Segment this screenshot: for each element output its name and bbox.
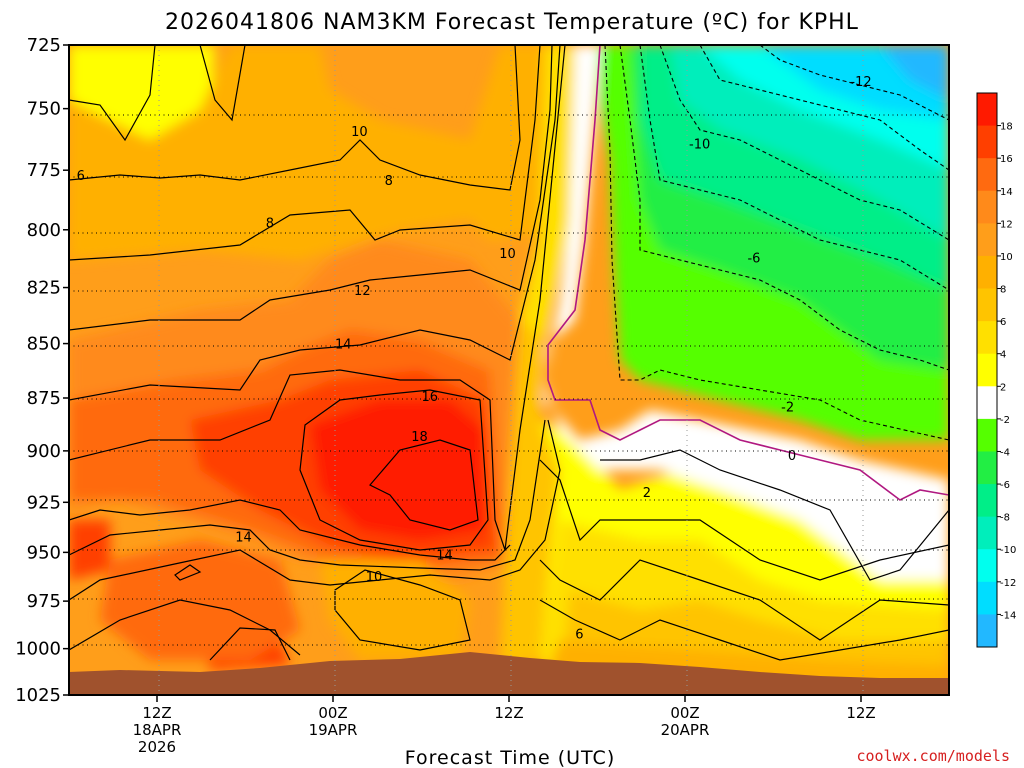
colorbar-swatch [977, 158, 997, 192]
colorbar-tick-label: -6 [1000, 480, 1010, 491]
colorbar-swatch [977, 125, 997, 159]
contour-label: 8 [266, 217, 274, 232]
y-tick-label: 975 [27, 591, 61, 612]
colorbar-swatch [977, 451, 997, 485]
contour-labels: 6 8 10 8 10 12 14 16 18 14 14 10 6 2 0 -2 -6 -10 -12 [77, 75, 872, 643]
contour-label: 16 [422, 390, 439, 405]
colorbar-tick-label: 12 [1000, 219, 1013, 230]
colorbar-swatch [977, 223, 997, 257]
y-tick-label: 900 [27, 441, 61, 462]
contour-label: 14 [436, 548, 453, 563]
colorbar-tick-label: 18 [1000, 122, 1013, 133]
x-tick-label: 20APR [661, 721, 710, 739]
colorbar-swatch [977, 549, 997, 583]
contour-label: 0 [788, 449, 796, 464]
colorbar-tick-label: 2 [1000, 382, 1006, 393]
x-tick-label: 12Z [494, 704, 523, 722]
colorbar-swatch [977, 93, 997, 127]
chart-title: 2026041806 NAM3KM Forecast Temperature (… [165, 10, 859, 35]
colorbar-frame [976, 92, 998, 648]
colorbar-swatch [977, 614, 997, 648]
colorbar-tick-label: -14 [1000, 610, 1016, 621]
x-tick-label: 00Z [318, 704, 347, 722]
colorbar-swatch [977, 190, 997, 224]
y-axis: 725 750 775 800 825 850 875 900 925 950 975 1000 102… [15, 35, 69, 706]
y-tick-label: 1000 [15, 639, 61, 660]
y-tick-label: 925 [27, 492, 61, 513]
colorbar-tick-label: -12 [1000, 578, 1016, 589]
colorbar-swatch [977, 255, 997, 290]
colorbar-tick-label: 14 [1000, 187, 1013, 198]
x-tick-label: 12Z [142, 704, 171, 722]
colorbar-swatch [977, 386, 997, 420]
x-tick-label: 19APR [309, 721, 358, 739]
colorbar-swatch [977, 288, 997, 322]
y-tick-label: 850 [27, 334, 61, 355]
contour-label: -12 [850, 75, 871, 90]
y-tick-label: 800 [27, 220, 61, 241]
contour-label: 10 [351, 125, 368, 140]
colorbar-swatch [977, 484, 997, 518]
x-tick-label: 2026 [138, 738, 176, 756]
colorbar-tick-label: 6 [1000, 317, 1006, 328]
colorbar-tick-label: 8 [1000, 285, 1006, 296]
colorbar-tick-label: -10 [1000, 545, 1016, 556]
y-tick-label: 775 [27, 160, 61, 181]
colorbar-tick-label: 10 [1000, 252, 1013, 263]
contour-label: 2 [643, 486, 651, 501]
x-axis-label: Forecast Time (UTC) [405, 747, 615, 768]
y-tick-label: 950 [27, 542, 61, 563]
contour-label: -6 [747, 252, 760, 267]
contour-label: 6 [575, 628, 583, 643]
colorbar-tick-label: -4 [1000, 447, 1010, 458]
colorbar-tick-label: 16 [1000, 154, 1013, 165]
x-tick-label: 12Z [846, 704, 875, 722]
contour-label: -10 [689, 137, 710, 152]
y-tick-label: 750 [27, 99, 61, 120]
credit-label: coolwx.com/models [856, 747, 1010, 765]
contour-label: 18 [411, 430, 428, 445]
y-tick-label: 825 [27, 278, 61, 299]
contour-label: 8 [385, 174, 393, 189]
plot-area: 6 8 10 8 10 12 14 16 18 14 14 10 6 2 0 -2 -6 -10 -12 [69, 45, 949, 695]
contour-label: 6 [77, 169, 85, 184]
contour-label: 10 [366, 570, 383, 585]
contour-label: 14 [235, 530, 252, 545]
colorbar-swatch [977, 516, 997, 550]
colorbar-legend: 18 16 14 12 10 8 6 4 2 -2 -4 -6 -8 -10 -12 -14 [976, 92, 1016, 648]
colorbar-swatch [977, 321, 997, 355]
y-tick-label: 1025 [15, 685, 61, 706]
y-tick-label: 725 [27, 35, 61, 56]
x-tick-label: 00Z [670, 704, 699, 722]
colorbar-tick-label: -8 [1000, 513, 1010, 524]
contour-label: 12 [354, 284, 371, 299]
colorbar-swatch [977, 581, 997, 615]
y-tick-label: 875 [27, 388, 61, 409]
contour-label: 10 [499, 247, 516, 262]
colorbar-tick-label: -2 [1000, 415, 1010, 426]
contour-label: -2 [781, 401, 794, 416]
contour-label: 14 [335, 338, 352, 353]
x-tick-label: 18APR [133, 721, 182, 739]
colorbar-tick-label: 4 [1000, 350, 1006, 361]
colorbar-swatch [977, 418, 997, 452]
colorbar-swatch [977, 353, 997, 387]
